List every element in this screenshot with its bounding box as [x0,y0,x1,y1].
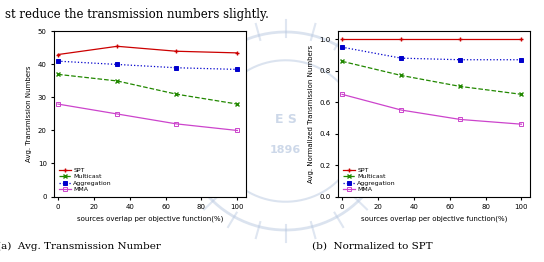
SPT [457,38,463,41]
Line: Multicast: Multicast [339,59,524,97]
Line: SPT: SPT [339,37,524,42]
SPT [234,51,240,54]
Legend: SPT, Multicast, Aggregation, MMA: SPT, Multicast, Aggregation, MMA [342,167,397,193]
Legend: SPT, Multicast, Aggregation, MMA: SPT, Multicast, Aggregation, MMA [58,167,113,193]
MMA [114,112,120,116]
Multicast [518,93,525,96]
SPT [398,38,405,41]
Line: Multicast: Multicast [55,72,240,106]
Multicast [55,73,61,76]
SPT [173,50,180,53]
Multicast [457,85,463,88]
Line: Aggregation: Aggregation [55,59,240,72]
Text: E S: E S [275,113,296,126]
Aggregation [114,63,120,66]
Aggregation [457,58,463,61]
Y-axis label: Avg. Transmission Numbers: Avg. Transmission Numbers [26,66,32,162]
Aggregation [173,66,180,69]
MMA [457,118,463,121]
SPT [339,38,345,41]
Aggregation [55,59,61,63]
MMA [173,122,180,125]
Line: Aggregation: Aggregation [339,45,524,62]
Text: st reduce the transmission numbers slightly.: st reduce the transmission numbers sligh… [5,8,269,21]
MMA [55,102,61,106]
Aggregation [398,57,405,60]
MMA [234,129,240,132]
Text: (b)  Normalized to SPT: (b) Normalized to SPT [312,242,433,251]
SPT [518,38,525,41]
SPT [114,45,120,48]
Text: (a)  Avg. Transmission Number: (a) Avg. Transmission Number [0,242,161,251]
MMA [339,93,345,96]
Multicast [339,60,345,63]
X-axis label: sources overlap per objective function(%): sources overlap per objective function(%… [77,216,224,222]
X-axis label: sources overlap per objective function(%): sources overlap per objective function(%… [361,216,508,222]
MMA [518,123,525,126]
SPT [55,53,61,56]
Text: 1896: 1896 [270,145,301,155]
Multicast [173,92,180,96]
Line: MMA: MMA [339,92,524,127]
Line: SPT: SPT [55,44,240,57]
Multicast [114,79,120,83]
Multicast [234,102,240,106]
Aggregation [518,58,525,61]
Line: MMA: MMA [55,102,240,133]
Aggregation [234,68,240,71]
Y-axis label: Avg. Normalized Transmission Numbers: Avg. Normalized Transmission Numbers [308,45,314,183]
Multicast [398,74,405,77]
MMA [398,108,405,112]
Aggregation [339,46,345,49]
